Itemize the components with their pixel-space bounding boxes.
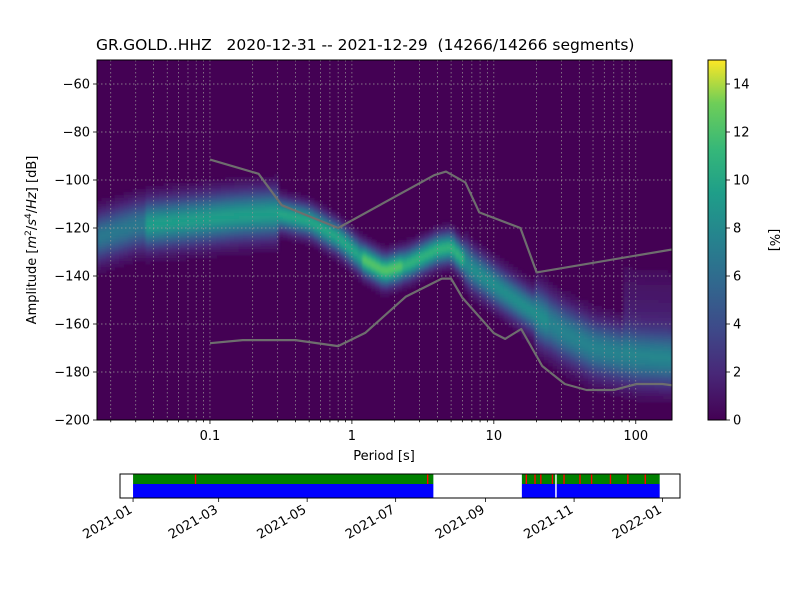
coverage-gap-marker [579,474,581,484]
colorbar-ticks: 0 2 4 6 8 10 12 14 [726,78,750,429]
coverage-data-bar [133,484,434,498]
coverage-gap-marker [590,474,593,484]
y-tick-label: −60 [63,78,90,93]
coverage-bars [133,474,660,498]
coverage-green-bar [133,474,434,484]
coverage-gap-marker [525,474,528,484]
colorbar-gradient [707,59,727,421]
psd-plot-area: 0.1 1 10 100 −60 −80 −100 −120 −140 −160 −180 −200… [24,59,673,464]
y-axis: −60 −80 −100 −120 −140 −160 −180 −200 [54,78,97,429]
noise-models [209,158,672,392]
y-tick-label: −120 [54,222,90,237]
coverage-gap-marker [534,474,536,484]
colorbar: 0 2 4 6 8 10 12 14 [%] [707,59,781,429]
coverage-frame [119,473,681,499]
colorbar-tick-label: 14 [733,78,750,93]
coverage-gap-marker [426,474,429,484]
colorbar-tick-label: 4 [733,318,741,333]
noise-model-nhnm-line [209,158,672,274]
coverage-green-bar [556,474,660,484]
coverage-gap-marker [627,474,629,484]
y-tick-label: −100 [54,174,90,189]
colorbar-tick-label: 12 [733,126,750,141]
chart-title: GR.GOLD..HHZ 2020-12-31 -- 2021-12-29 (1… [96,36,635,54]
y-axis-label: Amplitude [m2/s4/Hz] [dB] [24,156,40,325]
y-tick-label: −140 [54,270,90,285]
colorbar-label: [%] [766,229,781,252]
plot-frame [96,59,673,421]
x-tick-label: 0.1 [200,429,221,444]
x-tick-label: 10 [486,429,503,444]
colorbar-tick-label: 8 [733,222,741,237]
coverage-data-bar [521,484,556,498]
colorbar-tick-label: 10 [733,174,750,189]
x-tick-label: 1 [348,429,356,444]
coverage-gap-marker [609,474,612,484]
coverage-gap-marker [644,474,646,484]
coverage-date-axis: 2021-01 2021-03 2021-05 2021-07 2021-09 2021-… [81,498,665,543]
colorbar-tick-label: 0 [733,414,741,429]
x-axis-label: Period [s] [353,449,415,464]
coverage-gap-marker [563,474,565,484]
y-tick-label: −80 [63,126,90,141]
date-tick-label: 2021-05 [255,502,310,542]
y-tick-label: −180 [54,366,90,381]
date-tick-label: 2021-01 [81,502,136,542]
date-tick-label: 2021-09 [433,502,488,542]
x-axis: 0.1 1 10 100 [110,420,648,444]
date-tick-label: 2022-01 [610,502,665,542]
coverage-gap-marker [551,474,554,484]
psd-heatmap [97,174,672,403]
coverage-gap-marker [194,474,197,484]
colorbar-tick-label: 6 [733,270,741,285]
colorbar-tick-label: 2 [733,366,741,381]
data-coverage-plot: 2021-01 2021-03 2021-05 2021-07 2021-09 2021-… [81,473,681,543]
y-tick-label: −160 [54,318,90,333]
grid-lines [97,60,672,420]
date-tick-label: 2021-03 [166,502,221,542]
date-tick-label: 2021-11 [522,502,577,542]
coverage-gap-marker [540,474,542,484]
coverage-data-bar [556,484,660,498]
noise-model-nlnm-line [209,277,672,392]
x-tick-label: 100 [623,429,648,444]
y-tick-label: −200 [54,414,90,429]
coverage-green-bar [521,474,556,484]
date-tick-label: 2021-07 [343,502,398,542]
